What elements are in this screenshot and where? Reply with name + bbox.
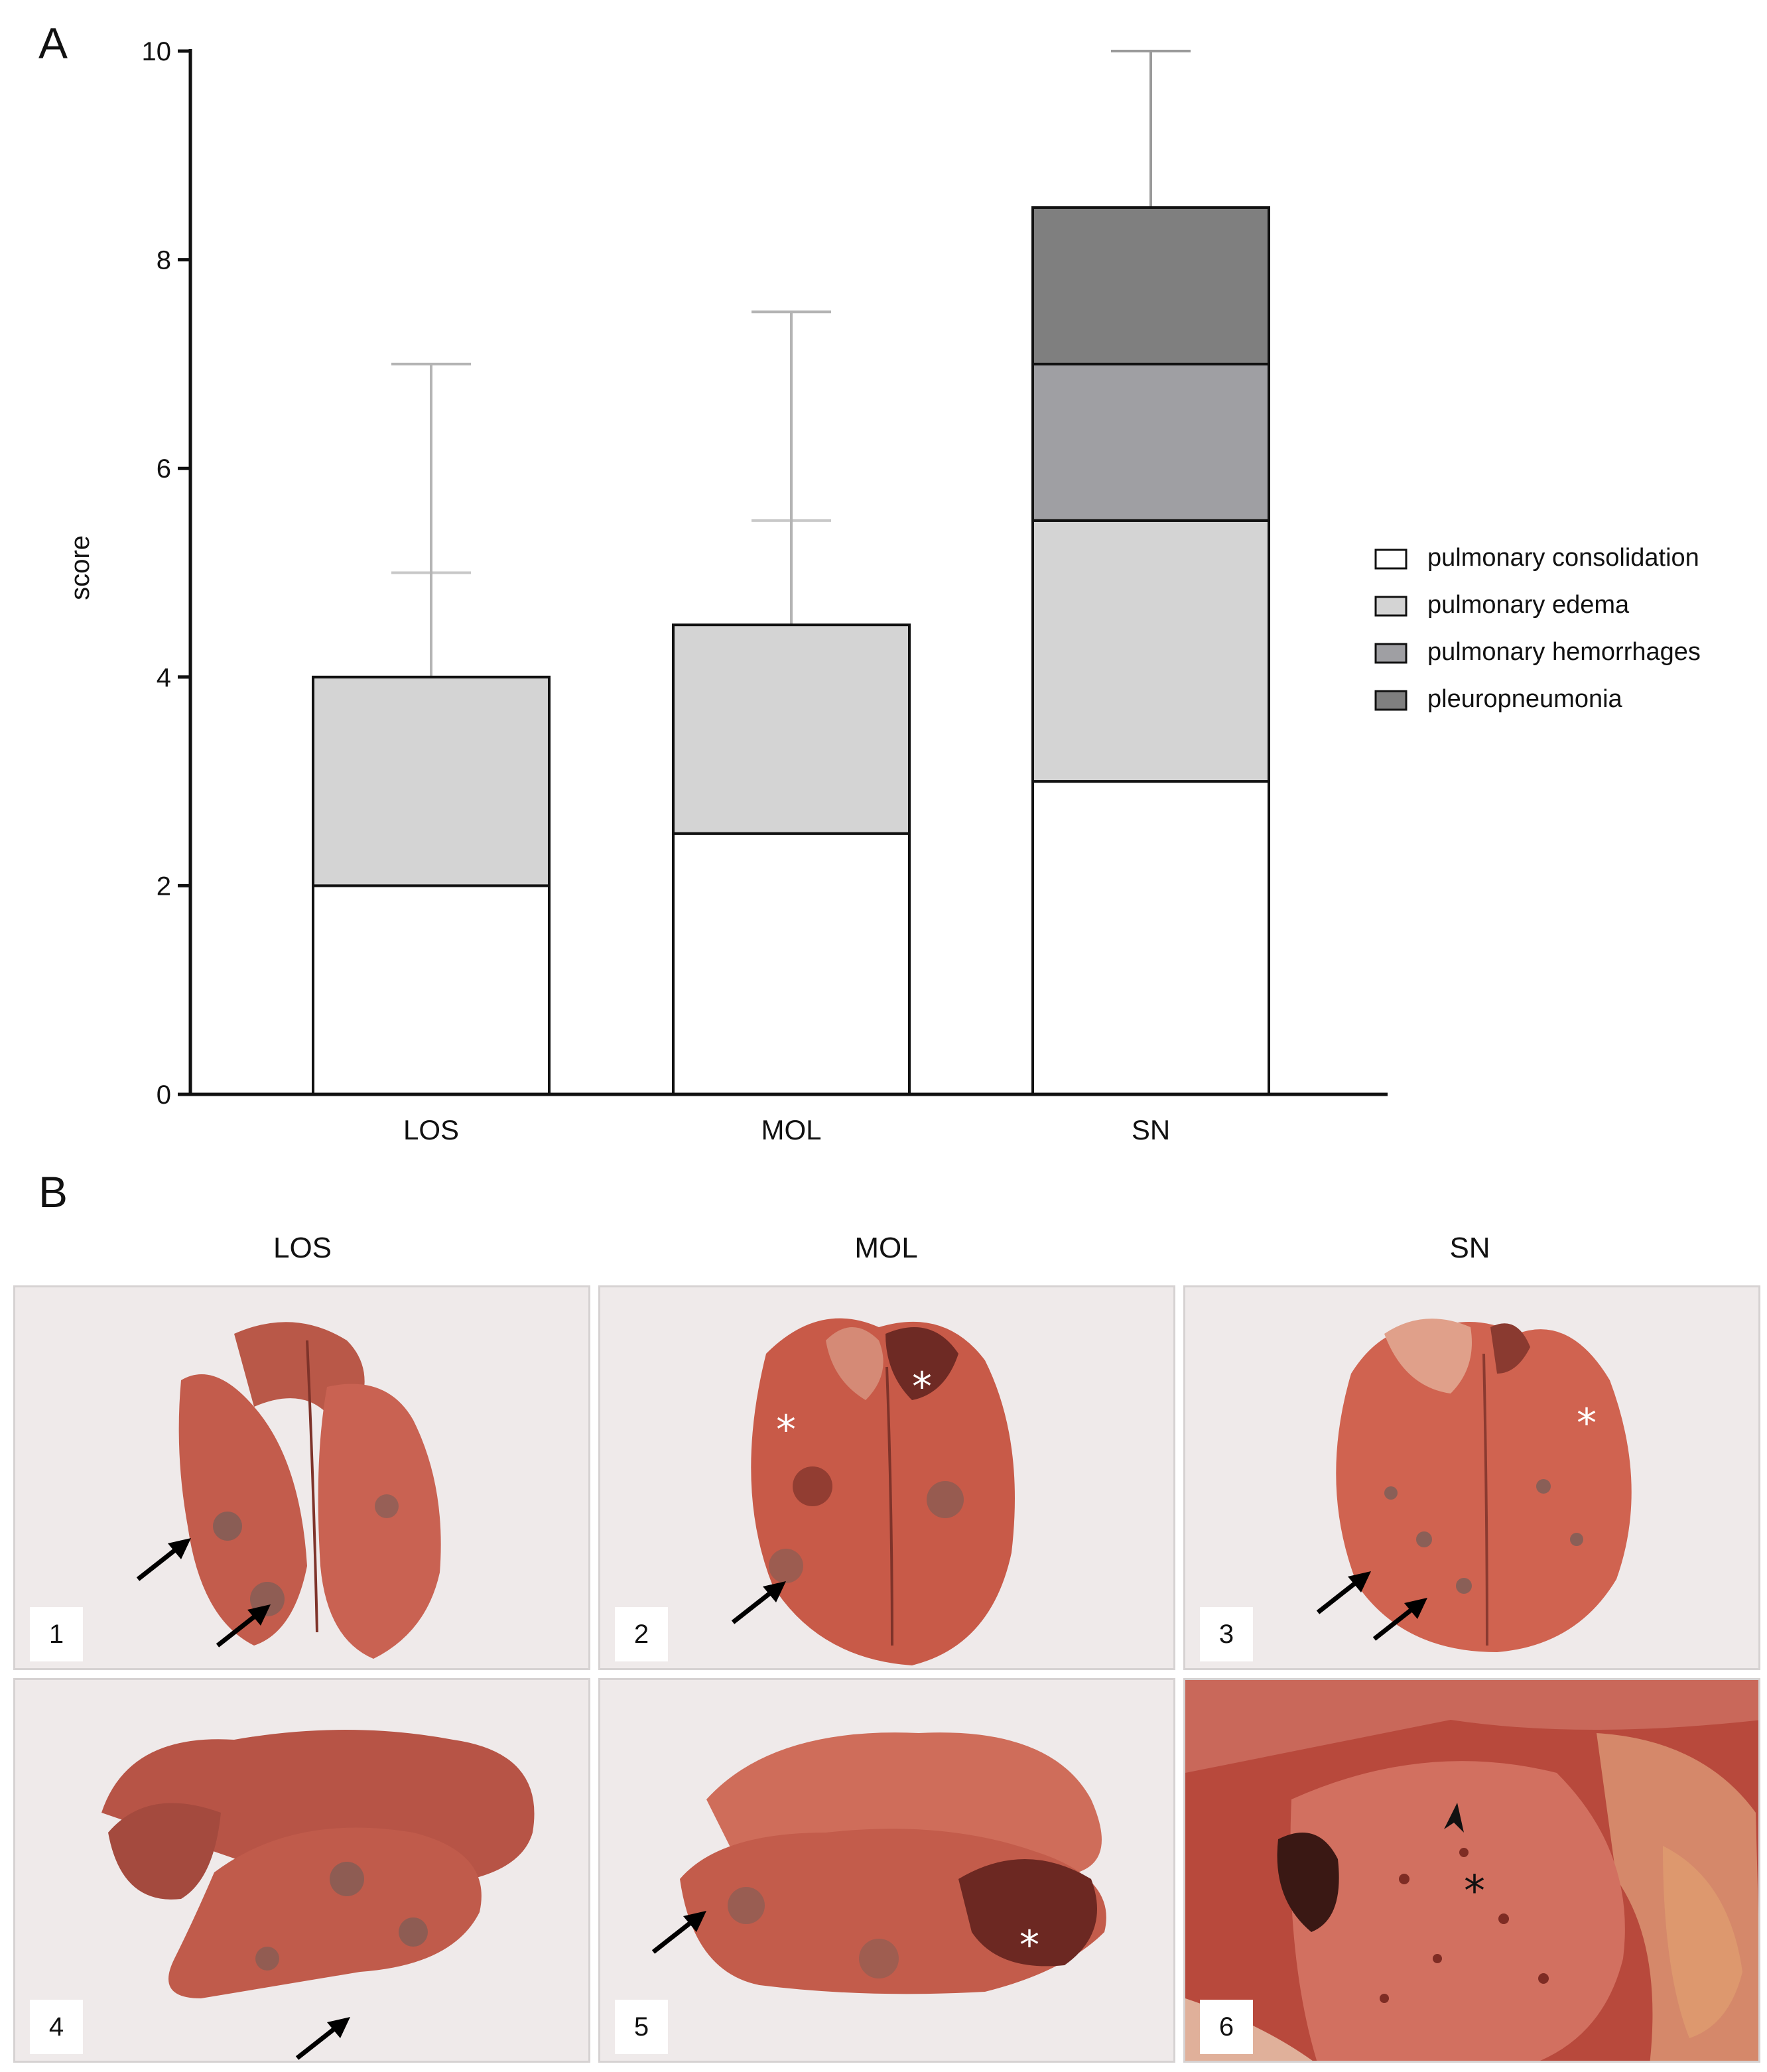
- panel-number-3: 3: [1200, 1607, 1253, 1661]
- lung-image-1: [136, 1322, 441, 1659]
- panel-number-2: 2: [615, 1607, 668, 1661]
- asterisk-marker: *: [912, 1364, 932, 1410]
- bar-sn-pulmonary-consolidation: [1031, 780, 1270, 1096]
- y-ticks: 0 2 4 6 8 10: [142, 37, 190, 1110]
- photo-panel-6: * 6: [1183, 1678, 1760, 2063]
- lung-image-3: *: [1316, 1319, 1632, 1652]
- legend: pulmonary consolidation pulmonary edema pu…: [1374, 544, 1701, 713]
- legend-label-pulmonary-consolidation: pulmonary consolidation: [1427, 544, 1699, 572]
- photo-panel-3: * 3: [1183, 1285, 1760, 1670]
- axes: [188, 49, 1388, 1096]
- column-title-sn: SN: [1449, 1232, 1490, 1264]
- panel-label-b: B: [38, 1167, 68, 1216]
- asterisk-marker: *: [1577, 1400, 1597, 1447]
- bars: [312, 206, 1270, 1096]
- bar-mol-pulmonary-edema: [672, 623, 911, 835]
- lung-image-6: *: [1185, 1680, 1758, 2061]
- bar-sn-pulmonary-edema: [1031, 519, 1270, 783]
- x-tick-label-sn: SN: [1132, 1114, 1170, 1145]
- y-axis-label: score: [66, 535, 95, 600]
- stacked-bar-chart: 0 2 4 6 8 10 LOS MOL SN score pulmonary consoli…: [66, 37, 1701, 1145]
- x-tick-label-mol: MOL: [761, 1114, 821, 1145]
- x-tick-label-los: LOS: [403, 1114, 459, 1145]
- legend-swatch-pleuropneumonia: [1374, 690, 1407, 711]
- column-title-los: LOS: [273, 1232, 332, 1264]
- panel-number-6: 6: [1200, 2000, 1253, 2054]
- asterisk-marker: *: [776, 1407, 796, 1453]
- bar-sn-pulmonary-hemorrhages: [1031, 362, 1270, 522]
- lung-image-4: [101, 1730, 535, 2060]
- legend-swatch-pulmonary-edema: [1374, 596, 1407, 617]
- panel-number-5: 5: [615, 2000, 668, 2054]
- photo-panel-2: * * 2: [598, 1285, 1175, 1670]
- panel-number-4: 4: [30, 2000, 83, 2054]
- bar-los-pulmonary-edema: [312, 675, 551, 887]
- lung-image-5: *: [651, 1732, 1106, 1994]
- legend-label-pleuropneumonia: pleuropneumonia: [1427, 685, 1623, 713]
- photo-panel-4: 4: [13, 1678, 590, 2063]
- y-tick-label-2: 2: [157, 872, 171, 901]
- bar-sn-pleuropneumonia: [1031, 206, 1270, 365]
- asterisk-marker: *: [1019, 1922, 1039, 1969]
- arrowhead-marker: [1444, 1803, 1464, 1833]
- legend-swatch-pulmonary-hemorrhages: [1374, 643, 1407, 664]
- legend-swatch-pulmonary-consolidation: [1374, 549, 1407, 570]
- y-tick-label-6: 6: [157, 454, 171, 484]
- y-tick-label-10: 10: [142, 37, 172, 66]
- lung-image-2: * *: [731, 1318, 1015, 1665]
- y-tick-label-4: 4: [157, 663, 171, 692]
- bar-mol-pulmonary-consolidation: [672, 832, 911, 1096]
- legend-label-pulmonary-edema: pulmonary edema: [1427, 591, 1630, 619]
- panel-number-1: 1: [30, 1607, 83, 1661]
- bar-los-pulmonary-consolidation: [312, 884, 551, 1096]
- photo-panel-5: * 5: [598, 1678, 1175, 2063]
- y-tick-label-8: 8: [157, 246, 171, 275]
- asterisk-marker: *: [1464, 1867, 1485, 1916]
- x-tick-labels: LOS MOL SN: [403, 1114, 1170, 1145]
- column-title-mol: MOL: [854, 1232, 918, 1264]
- legend-label-pulmonary-hemorrhages: pulmonary hemorrhages: [1427, 638, 1701, 666]
- photo-panel-1: 1: [13, 1285, 590, 1670]
- y-tick-label-0: 0: [157, 1080, 171, 1110]
- panel-label-a: A: [38, 19, 68, 68]
